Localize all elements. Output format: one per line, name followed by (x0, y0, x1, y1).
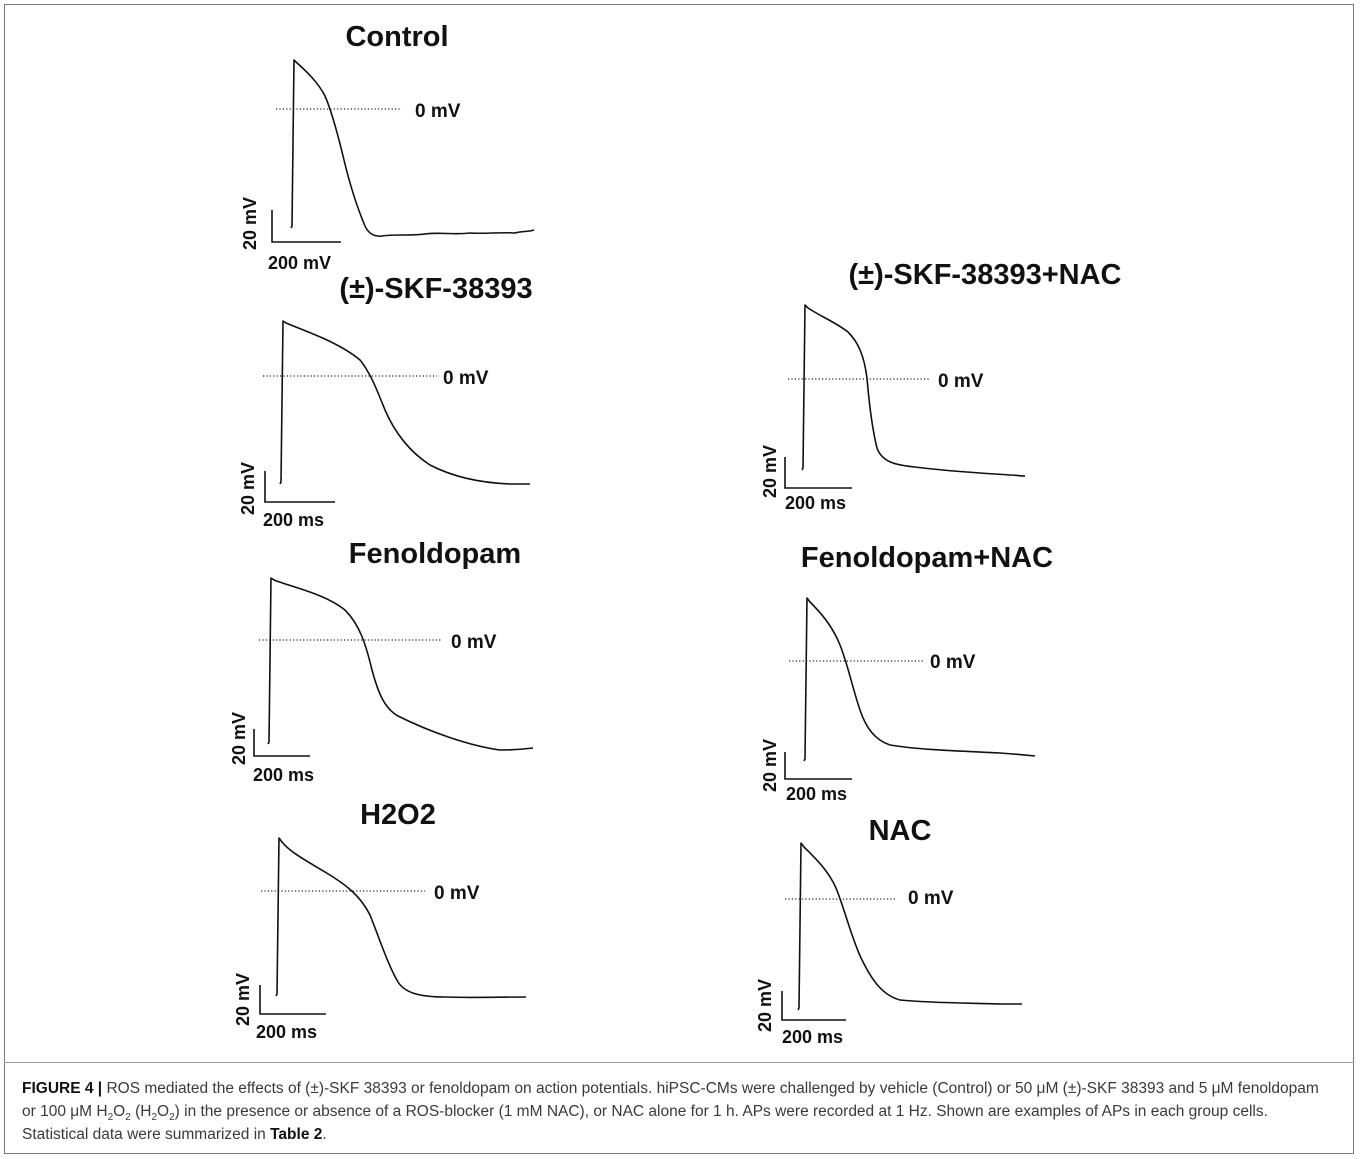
ap-trace (267, 577, 534, 751)
panel-skf-38393-nac: (±)-SKF-38393+NAC 0 mV 20 mV 200 ms (760, 259, 1122, 513)
figure-label: FIGURE 4 | (22, 1080, 103, 1097)
scale-x-label: 200 ms (253, 765, 314, 785)
scale-y-label: 20 mV (240, 197, 260, 250)
caption-text: ROS mediated the effects of (±)-SKF 3839… (22, 1080, 1319, 1120)
scale-x-label: 200 ms (786, 784, 847, 804)
scale-y-label: 20 mV (233, 973, 253, 1026)
panel-title: Control (345, 21, 448, 53)
caption-subscript: 2 (125, 1112, 131, 1124)
action-potential-figure: Control 0 mV 20 mV 200 mV (±)-SKF-38393 … (229, 21, 1122, 1047)
panel-title: (±)-SKF-38393 (339, 273, 532, 305)
caption-text: O (113, 1103, 126, 1120)
caption-subscript: 2 (107, 1112, 114, 1124)
caption-subscript: 2 (169, 1112, 175, 1124)
panel-fenoldopam-nac: Fenoldopam+NAC 0 mV 20 mV 200 ms (760, 542, 1053, 804)
zero-mv-label: 0 mV (908, 888, 954, 909)
caption-text: . (322, 1126, 327, 1143)
scale-y-label: 20 mV (760, 739, 780, 792)
panel-title: Fenoldopam (349, 538, 521, 570)
caption-subscript: 2 (151, 1112, 158, 1124)
scale-bar (784, 752, 852, 780)
scale-x-label: 200 mV (268, 253, 331, 273)
scale-bar (264, 471, 335, 503)
scale-bar (784, 457, 852, 489)
panel-fenoldopam: Fenoldopam 0 mV 20 mV 200 ms (229, 538, 534, 785)
panel-h2o2: H2O2 0 mV 20 mV 200 ms (233, 799, 527, 1042)
ap-trace (803, 597, 1036, 762)
panel-skf-38393: (±)-SKF-38393 0 mV 20 mV 200 ms (238, 273, 533, 530)
caption-text: (H (130, 1103, 152, 1120)
scale-y-label: 20 mV (229, 712, 249, 765)
panel-title: Fenoldopam+NAC (801, 542, 1053, 574)
panel-control: Control 0 mV 20 mV 200 mV (240, 21, 535, 273)
table-reference: Table 2 (270, 1126, 323, 1143)
panel-title: NAC (869, 815, 932, 847)
scale-x-label: 200 ms (785, 493, 846, 513)
zero-mv-label: 0 mV (938, 371, 984, 392)
scale-x-label: 200 ms (263, 510, 324, 530)
zero-mv-label: 0 mV (443, 368, 489, 389)
scale-y-label: 20 mV (760, 445, 780, 498)
scale-x-label: 200 ms (256, 1022, 317, 1042)
zero-mv-label: 0 mV (415, 101, 461, 122)
ap-trace (279, 320, 530, 485)
scale-bar (271, 210, 341, 243)
caption-text: O (157, 1103, 170, 1120)
scale-y-label: 20 mV (238, 462, 258, 515)
panel-title: H2O2 (360, 799, 436, 831)
panel-nac: NAC 0 mV 20 mV 200 ms (755, 815, 1022, 1047)
ap-trace (275, 837, 527, 999)
scale-bar (781, 991, 846, 1021)
zero-mv-label: 0 mV (451, 632, 497, 653)
figure-caption: FIGURE 4 | ROS mediated the effects of (… (4, 1062, 1354, 1146)
caption-text: ) in the presence or absence of a ROS-bl… (22, 1103, 1268, 1143)
zero-mv-label: 0 mV (930, 652, 976, 673)
ap-trace (801, 304, 1026, 477)
scale-y-label: 20 mV (755, 979, 775, 1032)
panel-title: (±)-SKF-38393+NAC (849, 259, 1122, 291)
zero-mv-label: 0 mV (434, 883, 480, 904)
ap-trace (290, 59, 535, 237)
scale-bar (259, 985, 326, 1015)
ap-trace (797, 842, 1022, 1011)
scale-x-label: 200 ms (782, 1027, 843, 1047)
figure-frame (4, 4, 1354, 1154)
scale-bar (253, 729, 310, 757)
